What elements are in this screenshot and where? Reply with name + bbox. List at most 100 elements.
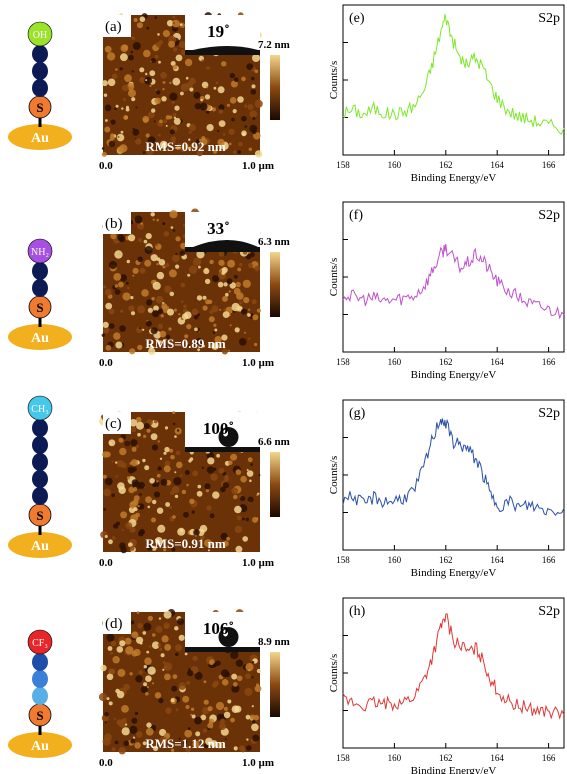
afm-grain <box>173 117 181 125</box>
afm-grain <box>234 505 242 514</box>
afm-grain <box>131 631 139 639</box>
afm-grain <box>155 41 162 48</box>
afm-grain <box>105 344 112 351</box>
afm-grain <box>241 308 248 315</box>
afm-grain <box>186 344 190 348</box>
afm-grain <box>184 729 193 738</box>
afm-grain <box>109 442 112 445</box>
afm-grain <box>196 250 205 259</box>
afm-grain <box>144 465 150 471</box>
afm-grain <box>224 738 227 740</box>
afm-grain <box>100 664 107 672</box>
afm-grain <box>137 305 146 314</box>
afm-grain <box>218 109 224 114</box>
afm-panel-3: (c) 100˚ RMS=0.91 nm 0.0 1.0 µm 6.6 nm <box>99 411 290 569</box>
afm-grain <box>117 136 120 138</box>
afm-grain <box>138 670 143 675</box>
x-start-label: 0.0 <box>99 757 113 769</box>
afm-grain <box>217 86 225 94</box>
afm-grain <box>218 259 225 266</box>
afm-grain <box>204 94 211 100</box>
afm-grain <box>123 740 130 747</box>
afm-grain <box>178 634 185 641</box>
afm-grain <box>150 58 156 63</box>
afm-grain <box>206 505 212 511</box>
afm-grain <box>252 116 256 120</box>
afm-grain <box>247 104 254 110</box>
contact-angle-value: 33˚ <box>207 219 230 238</box>
afm-grain <box>184 58 193 67</box>
afm-grain <box>163 231 169 237</box>
afm-grain <box>203 699 209 705</box>
afm-grain <box>142 328 145 331</box>
afm-grain <box>179 23 183 27</box>
x-tick-label: 162 <box>439 753 453 763</box>
afm-grain <box>153 491 161 498</box>
afm-grain <box>252 54 260 62</box>
afm-grain <box>159 647 163 651</box>
afm-grain <box>174 308 177 312</box>
afm-grain <box>223 282 228 287</box>
afm-grain <box>212 331 216 334</box>
afm-grain <box>105 119 108 122</box>
afm-grain <box>221 271 226 275</box>
afm-grain <box>140 77 144 81</box>
afm-grain <box>179 250 186 256</box>
afm-grain <box>145 727 154 736</box>
afm-grain <box>246 470 254 477</box>
afm-grain <box>126 476 131 480</box>
afm-grain <box>202 728 207 733</box>
afm-grain <box>187 273 191 277</box>
afm-grain <box>139 267 146 274</box>
afm-grain <box>121 727 130 736</box>
afm-grain <box>229 97 237 104</box>
afm-grain <box>224 474 229 479</box>
afm-grain <box>143 434 147 438</box>
afm-grain <box>172 229 176 232</box>
sulfur-label: S <box>36 300 43 315</box>
panel-label: (d) <box>105 616 123 632</box>
afm-grain <box>132 499 139 506</box>
afm-panel-1: (a) 19˚ RMS=0.92 nm 0.0 1.0 µm 7.2 nm <box>99 12 290 172</box>
afm-grain <box>193 315 199 320</box>
afm-grain <box>156 90 161 95</box>
afm-grain <box>189 143 197 151</box>
afm-grain <box>146 147 154 156</box>
afm-grain <box>145 133 150 138</box>
afm-grain <box>122 97 127 101</box>
afm-grain <box>251 299 257 305</box>
afm-grain <box>114 289 121 295</box>
afm-grain <box>217 281 224 288</box>
rms-value: RMS=1.12 nm <box>145 736 226 751</box>
terminal-group <box>27 238 53 264</box>
afm-grain <box>134 138 142 145</box>
afm-grain <box>146 26 150 30</box>
afm-grain <box>102 321 109 328</box>
chain-bead <box>32 653 48 671</box>
afm-grain <box>167 308 174 316</box>
afm-grain <box>109 668 116 675</box>
afm-grain <box>150 212 155 217</box>
afm-grain <box>223 706 228 711</box>
chain-bead <box>32 687 48 705</box>
afm-grain <box>234 705 242 713</box>
afm-grain <box>130 296 134 300</box>
chart-panel-label: (f) <box>349 208 363 223</box>
x-end-label: 1.0 µm <box>242 357 274 369</box>
afm-grain <box>188 459 192 463</box>
afm-grain <box>157 440 160 443</box>
afm-grain <box>206 86 209 89</box>
chain-bead <box>32 262 48 280</box>
afm-grain <box>157 643 162 647</box>
afm-grain <box>142 151 146 154</box>
afm-grain <box>198 265 201 269</box>
afm-grain <box>110 640 117 647</box>
afm-grain <box>202 344 205 348</box>
afm-grain <box>146 428 151 433</box>
afm-grain <box>194 671 203 680</box>
afm-grain <box>202 305 208 311</box>
plot-frame <box>342 4 565 156</box>
afm-grain <box>169 92 178 101</box>
chart-title: S2p <box>538 406 560 421</box>
xps-chart-4: 158 160 162 164 166 (h) S2p Binding Energy/eV Co… <box>328 597 565 774</box>
